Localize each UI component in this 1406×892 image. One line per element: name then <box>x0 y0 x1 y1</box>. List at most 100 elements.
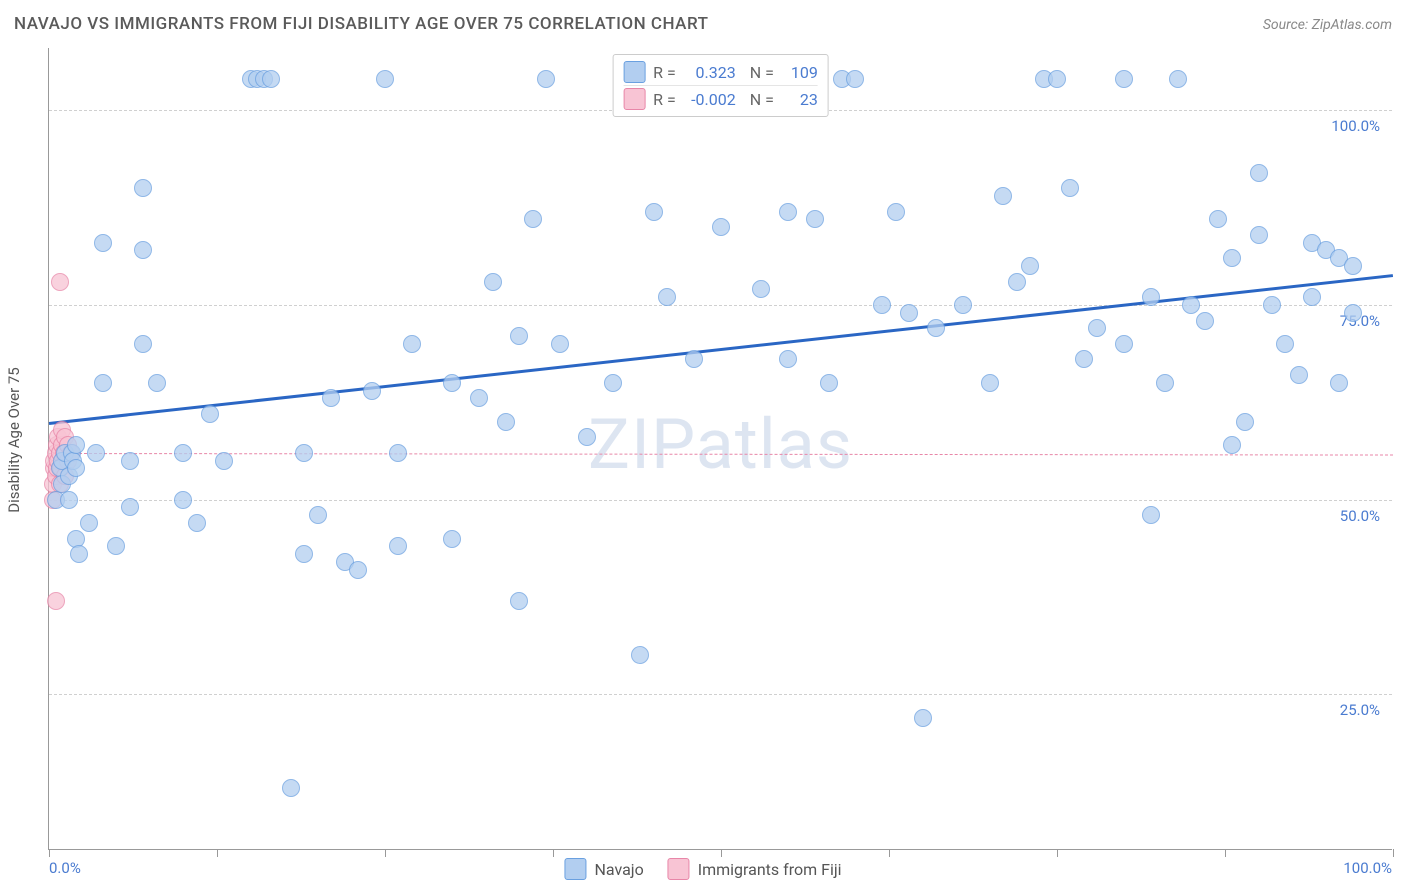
navajo-point <box>121 498 139 516</box>
navajo-legend-swatch-icon <box>564 858 586 880</box>
xtick-label-right: 100.0% <box>1343 859 1392 877</box>
navajo-point <box>67 459 85 477</box>
navajo-point <box>94 374 112 392</box>
navajo-point <box>174 491 192 509</box>
navajo-point <box>887 203 905 221</box>
navajo-point <box>134 335 152 353</box>
navajo-point <box>443 530 461 548</box>
navajo-point <box>1209 210 1227 228</box>
navajo-point <box>376 70 394 88</box>
navajo-point <box>900 304 918 322</box>
ytick-label: 50.0% <box>1340 507 1380 525</box>
navajo-point <box>537 70 555 88</box>
navajo-point <box>262 70 280 88</box>
navajo-point <box>779 203 797 221</box>
navajo-point <box>322 389 340 407</box>
navajo-point <box>551 335 569 353</box>
navajo-point <box>1196 312 1214 330</box>
r-label: R = <box>653 63 676 82</box>
fiji-trendline <box>49 453 1393 456</box>
navajo-point <box>1303 288 1321 306</box>
navajo-point <box>712 218 730 236</box>
navajo-point <box>94 234 112 252</box>
navajo-point <box>846 70 864 88</box>
navajo-point <box>914 709 932 727</box>
stats-box: R =0.323N =109R =-0.002N =23 <box>612 54 829 117</box>
navajo-point <box>1048 70 1066 88</box>
y-axis-label: Disability Age Over 75 <box>5 367 23 512</box>
navajo-point <box>994 187 1012 205</box>
navajo-point <box>645 203 663 221</box>
navajo-point <box>134 241 152 259</box>
navajo-point <box>70 545 88 563</box>
navajo-point <box>80 514 98 532</box>
xtick <box>49 849 50 857</box>
xtick <box>385 849 386 857</box>
navajo-point <box>1061 179 1079 197</box>
stats-row-navajo: R =0.323N =109 <box>623 59 818 86</box>
navajo-point <box>820 374 838 392</box>
navajo-point <box>1223 249 1241 267</box>
gridline <box>49 694 1392 695</box>
r-label: R = <box>653 90 676 109</box>
legend-item-fiji: Immigrants from Fiji <box>668 858 842 880</box>
chart-source: Source: ZipAtlas.com <box>1263 17 1392 33</box>
navajo-point <box>1169 70 1187 88</box>
watermark: ZIPatlas <box>588 403 853 485</box>
navajo-point <box>927 319 945 337</box>
navajo-point <box>148 374 166 392</box>
navajo-point <box>752 280 770 298</box>
navajo-point <box>87 444 105 462</box>
r-value: 0.323 <box>684 63 736 82</box>
navajo-point <box>1142 288 1160 306</box>
n-value: 23 <box>782 90 818 109</box>
navajo-point <box>134 179 152 197</box>
plot-area: ZIPatlas 25.0%50.0%75.0%100.0%0.0%100.0%… <box>49 48 1392 849</box>
navajo-point <box>873 296 891 314</box>
navajo-point <box>349 561 367 579</box>
navajo-point <box>470 389 488 407</box>
legend-label: Navajo <box>594 860 643 879</box>
navajo-point <box>363 382 381 400</box>
navajo-point <box>510 592 528 610</box>
navajo-point <box>1344 257 1362 275</box>
navajo-point <box>1330 374 1348 392</box>
xtick <box>553 849 554 857</box>
plot-container: ZIPatlas 25.0%50.0%75.0%100.0%0.0%100.0%… <box>48 48 1392 850</box>
navajo-point <box>121 452 139 470</box>
navajo-point <box>954 296 972 314</box>
navajo-point <box>604 374 622 392</box>
gridline <box>49 500 1392 501</box>
navajo-point <box>188 514 206 532</box>
navajo-point <box>806 210 824 228</box>
legend-label: Immigrants from Fiji <box>698 860 842 879</box>
xtick-label-left: 0.0% <box>49 859 81 877</box>
navajo-point <box>282 779 300 797</box>
navajo-point <box>295 444 313 462</box>
navajo-point <box>1182 296 1200 314</box>
navajo-point <box>578 428 596 446</box>
navajo-point <box>1263 296 1281 314</box>
navajo-point <box>1156 374 1174 392</box>
navajo-point <box>309 506 327 524</box>
navajo-point <box>174 444 192 462</box>
navajo-point <box>1115 70 1133 88</box>
navajo-point <box>60 491 78 509</box>
n-value: 109 <box>782 63 818 82</box>
navajo-point <box>107 537 125 555</box>
navajo-point <box>1250 164 1268 182</box>
navajo-point <box>658 288 676 306</box>
navajo-point <box>1344 304 1362 322</box>
ytick-label: 100.0% <box>1331 117 1380 135</box>
navajo-point <box>497 413 515 431</box>
fiji-legend-swatch-icon <box>668 858 690 880</box>
navajo-point <box>1115 335 1133 353</box>
navajo-point <box>389 537 407 555</box>
stats-row-fiji: R =-0.002N =23 <box>623 86 818 112</box>
navajo-point <box>631 646 649 664</box>
ytick-label: 25.0% <box>1340 701 1380 719</box>
navajo-point <box>510 327 528 345</box>
navajo-point <box>403 335 421 353</box>
xtick <box>1393 849 1394 857</box>
n-label: N = <box>750 90 774 109</box>
